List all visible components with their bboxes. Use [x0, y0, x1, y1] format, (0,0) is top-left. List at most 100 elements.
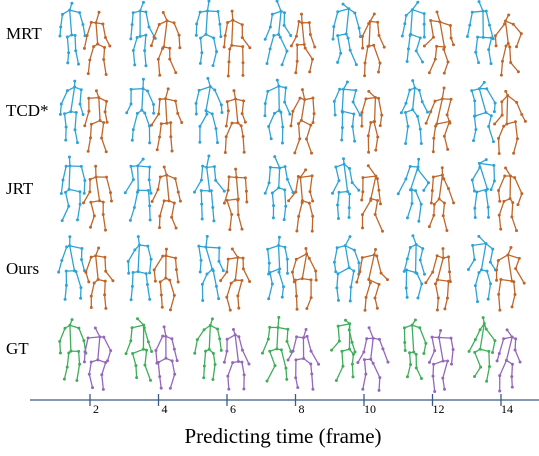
- joint: [174, 71, 177, 74]
- bone: [215, 90, 222, 105]
- joint: [441, 174, 444, 177]
- bone: [342, 351, 343, 366]
- joint: [423, 12, 426, 15]
- joint: [201, 299, 204, 302]
- bone: [440, 22, 444, 47]
- joint: [237, 307, 240, 310]
- bone: [200, 53, 201, 64]
- joint: [105, 73, 108, 76]
- skeleton: [60, 155, 87, 222]
- joint: [341, 111, 344, 114]
- joint: [281, 142, 284, 145]
- joint: [283, 24, 286, 27]
- joint: [61, 13, 64, 16]
- joint: [79, 297, 82, 300]
- joint: [284, 367, 287, 370]
- joint: [436, 309, 439, 312]
- bone: [408, 36, 410, 49]
- joint: [154, 280, 157, 283]
- bone: [398, 179, 406, 194]
- joint: [213, 165, 216, 168]
- joint: [213, 89, 216, 92]
- joint: [498, 374, 501, 377]
- joint: [513, 176, 516, 179]
- bone: [442, 88, 444, 99]
- joint: [164, 97, 167, 100]
- joint: [230, 44, 233, 47]
- joint: [416, 115, 419, 118]
- joint: [284, 205, 287, 208]
- bone: [447, 99, 451, 115]
- joint: [519, 360, 522, 363]
- bone: [512, 294, 515, 306]
- joint: [158, 74, 161, 77]
- joint: [498, 200, 501, 203]
- joint: [137, 270, 140, 273]
- bone: [213, 207, 214, 220]
- bone: [105, 101, 106, 112]
- bone: [515, 339, 516, 350]
- joint: [87, 110, 90, 113]
- bone: [516, 258, 520, 268]
- joint: [109, 349, 112, 352]
- joint: [383, 46, 386, 49]
- joint: [348, 348, 351, 351]
- bone: [236, 177, 238, 199]
- joint: [150, 192, 153, 195]
- bone: [278, 317, 279, 327]
- joint: [381, 347, 384, 350]
- bone: [420, 249, 423, 260]
- joint: [281, 125, 284, 128]
- bone: [88, 337, 100, 338]
- joint: [337, 179, 340, 182]
- joint: [133, 206, 136, 209]
- bone: [61, 91, 67, 104]
- joint: [94, 165, 97, 168]
- bone: [279, 272, 283, 287]
- joint: [498, 389, 501, 392]
- joint: [161, 335, 164, 338]
- joint: [296, 43, 299, 46]
- joint: [278, 271, 281, 274]
- joint: [200, 51, 203, 54]
- joint: [295, 258, 298, 261]
- joint: [374, 96, 377, 99]
- joint: [66, 89, 69, 92]
- bone: [213, 52, 216, 66]
- joint: [240, 124, 243, 127]
- joint: [336, 272, 339, 275]
- bone: [437, 121, 450, 123]
- joint: [303, 98, 306, 101]
- joint: [206, 235, 209, 238]
- joint: [272, 216, 275, 219]
- joint: [365, 296, 368, 299]
- bone: [102, 138, 107, 152]
- joint: [87, 72, 90, 75]
- joint: [447, 187, 450, 190]
- skeleton: [496, 328, 522, 392]
- bone: [68, 53, 69, 63]
- joint: [149, 218, 152, 221]
- bone: [346, 9, 349, 34]
- bone: [486, 11, 489, 25]
- bone: [63, 166, 66, 180]
- bone: [224, 36, 225, 47]
- joint: [137, 235, 140, 238]
- joint: [374, 213, 377, 216]
- joint: [283, 101, 286, 104]
- joint: [503, 175, 506, 178]
- joint: [515, 45, 518, 48]
- joint: [164, 357, 167, 360]
- joint: [418, 326, 421, 329]
- joint: [133, 63, 136, 66]
- bone: [145, 35, 146, 50]
- joint: [505, 122, 508, 125]
- joint: [357, 261, 360, 264]
- joint: [158, 136, 161, 139]
- joint: [338, 340, 341, 343]
- joint: [273, 155, 276, 158]
- skeleton: [58, 2, 86, 66]
- joint: [315, 279, 318, 282]
- bone: [286, 368, 287, 379]
- bone: [211, 191, 212, 208]
